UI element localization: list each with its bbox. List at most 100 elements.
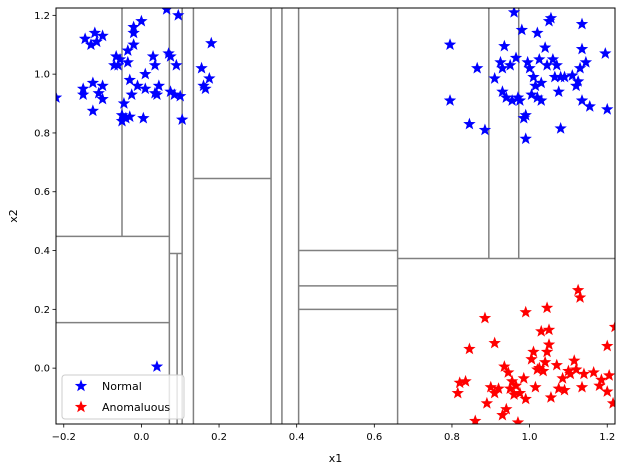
data-point-normal (152, 79, 166, 92)
data-point-normal (463, 117, 476, 130)
data-point-normal (127, 26, 140, 39)
data-point-normal (571, 75, 585, 87)
data-point-anomaluous (519, 392, 532, 405)
data-point-normal (496, 61, 509, 74)
data-point-normal (523, 61, 536, 74)
data-point-normal (443, 38, 457, 51)
data-point-normal (544, 11, 558, 24)
data-point-normal (174, 89, 187, 102)
data-point-normal (117, 97, 131, 109)
data-point-normal (554, 122, 567, 134)
data-point-anomaluous (478, 311, 492, 324)
legend-item-normal: Normal (74, 379, 142, 393)
data-point-normal (170, 58, 183, 71)
x-tick-label: −0.2 (52, 432, 76, 443)
y-axis-label: x2 (7, 209, 20, 223)
data-point-anomaluous (573, 291, 587, 303)
data-point-anomaluous (488, 336, 501, 349)
data-point-anomaluous (492, 382, 505, 394)
data-point-normal (168, 88, 181, 100)
data-point-normal (496, 85, 509, 98)
data-point-anomaluous (542, 338, 556, 350)
data-point-normal (96, 79, 109, 92)
data-point-normal (90, 35, 103, 48)
data-point-normal (515, 23, 529, 36)
data-point-normal (121, 55, 134, 68)
data-point-normal (478, 123, 492, 136)
data-point-normal (78, 32, 92, 45)
data-point-normal (509, 51, 523, 64)
data-point-normal (139, 67, 152, 80)
data-point-anomaluous (552, 382, 565, 394)
data-point-anomaluous (453, 376, 466, 389)
data-point-normal (535, 76, 548, 89)
data-point-normal (505, 94, 519, 106)
data-point-normal (500, 91, 513, 103)
legend-star-icon-normal (74, 379, 88, 392)
data-point-normal (599, 47, 612, 59)
data-point-normal (148, 58, 162, 71)
x-axis-label: x1 (329, 452, 343, 465)
data-point-normal (507, 8, 521, 18)
data-point-anomaluous (509, 379, 523, 392)
x-tick-label: 1.0 (522, 432, 538, 443)
x-axis-ticks: −0.2 0.0 0.2 0.4 0.6 0.8 1.0 1.2 (52, 424, 615, 443)
data-point-anomaluous (601, 385, 614, 397)
data-point-normal (601, 102, 614, 115)
data-point-normal (123, 110, 136, 123)
data-point-normal (498, 39, 511, 52)
data-point-normal (511, 91, 525, 103)
data-point-anomaluous (498, 360, 511, 372)
data-point-anomaluous (459, 374, 472, 387)
data-point-normal (513, 94, 527, 106)
data-point-normal (525, 88, 538, 100)
data-point-normal (558, 70, 571, 83)
data-point-normal (519, 108, 532, 121)
data-point-anomaluous (550, 358, 563, 371)
data-point-anomaluous (601, 339, 614, 352)
data-point-normal (86, 76, 100, 89)
legend-box (61, 374, 185, 420)
data-point-normal (76, 82, 90, 95)
data-point-anomaluous (505, 374, 519, 387)
data-point-anomaluous (558, 383, 571, 396)
data-point-anomaluous (513, 386, 527, 399)
data-point-normal (175, 113, 189, 125)
scatter-points (56, 8, 615, 424)
x-tick-label: 0.4 (289, 432, 305, 443)
data-point-normal (550, 58, 563, 71)
data-point-anomaluous (568, 354, 581, 367)
data-point-normal (521, 55, 534, 68)
data-point-anomaluous (517, 371, 530, 384)
data-point-normal (127, 20, 140, 33)
x-tick-label: 0.0 (133, 432, 149, 443)
data-point-anomaluous (595, 373, 608, 386)
data-point-normal (529, 79, 542, 92)
data-point-normal (96, 29, 109, 42)
legend-label-normal: Normal (102, 380, 142, 393)
data-point-normal (566, 69, 579, 81)
data-point-anomaluous (537, 364, 550, 377)
data-point-normal (84, 38, 98, 51)
data-point-normal (164, 85, 177, 98)
data-point-anomaluous (507, 388, 521, 400)
data-point-anomaluous (542, 323, 556, 336)
data-point-anomaluous (527, 345, 540, 358)
data-point-anomaluous (544, 391, 558, 403)
legend: Normal Anomaluous (61, 374, 185, 420)
data-point-normal (146, 50, 160, 62)
data-point-anomaluous (529, 380, 542, 393)
y-tick-label: 1.2 (34, 11, 50, 22)
data-point-anomaluous (606, 396, 615, 409)
data-point-normal (150, 88, 164, 100)
data-point-anomaluous (511, 416, 525, 424)
y-tick-label: 1.0 (34, 70, 50, 81)
data-point-normal (162, 47, 175, 59)
data-point-normal (135, 14, 148, 27)
data-point-normal (494, 55, 507, 68)
data-point-normal (76, 88, 90, 100)
x-tick-label: 0.8 (444, 432, 460, 443)
data-point-normal (150, 360, 164, 372)
data-point-normal (575, 42, 589, 55)
data-point-normal (125, 88, 138, 100)
